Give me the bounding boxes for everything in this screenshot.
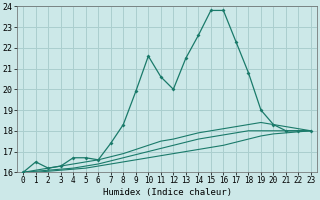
X-axis label: Humidex (Indice chaleur): Humidex (Indice chaleur): [103, 188, 232, 197]
